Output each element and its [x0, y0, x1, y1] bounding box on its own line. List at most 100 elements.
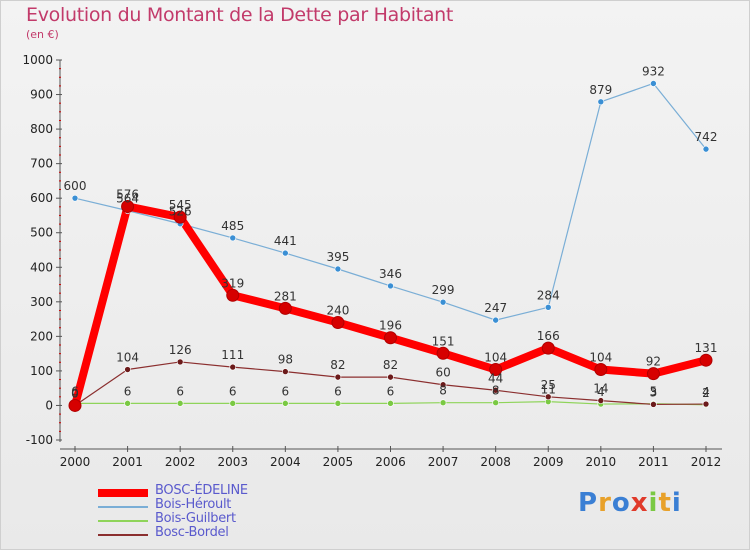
- y-tick-label: 200: [30, 329, 53, 343]
- data-label: 104: [116, 351, 139, 365]
- data-label: 4: [597, 385, 605, 399]
- logo-letter: i: [671, 488, 682, 518]
- data-label: 44: [488, 371, 503, 385]
- data-point: [436, 346, 450, 360]
- y-tick-label: 1000: [22, 53, 53, 67]
- y-tick-label: 700: [30, 157, 53, 171]
- data-point: [650, 80, 657, 87]
- x-tick-label: 2005: [323, 455, 354, 469]
- x-tick-label: 2009: [533, 455, 564, 469]
- data-label: 395: [326, 250, 349, 264]
- data-label: 8: [492, 384, 500, 398]
- y-tick-label: 800: [30, 122, 53, 136]
- data-point: [226, 288, 240, 302]
- legend-label: Bois-Guilbert: [155, 511, 236, 526]
- data-label: 151: [432, 334, 455, 348]
- data-point: [541, 341, 555, 355]
- data-point: [334, 400, 342, 407]
- data-label: 14: [593, 382, 608, 396]
- data-point: [646, 367, 660, 381]
- data-label: 485: [221, 219, 244, 233]
- data-label: 60: [435, 366, 450, 380]
- x-tick-label: 2003: [217, 455, 248, 469]
- y-tick-label: 600: [30, 191, 53, 205]
- data-label: 299: [432, 283, 455, 297]
- data-label: 0: [71, 386, 79, 400]
- data-label: 742: [695, 130, 718, 144]
- data-label: 104: [589, 351, 612, 365]
- x-tick-label: 2010: [586, 455, 617, 469]
- data-label: 6: [282, 384, 290, 398]
- legend-swatch: [98, 520, 148, 522]
- data-label: 196: [379, 319, 402, 333]
- data-label: 166: [537, 329, 560, 343]
- data-point: [702, 400, 710, 408]
- data-label: 545: [169, 198, 192, 212]
- x-tick-label: 2000: [60, 455, 91, 469]
- data-label: 11: [541, 383, 556, 397]
- data-point: [387, 400, 394, 407]
- data-point: [492, 399, 499, 406]
- logo-letter: x: [630, 488, 649, 518]
- data-label: 284: [537, 288, 560, 302]
- data-point: [229, 234, 237, 242]
- data-point: [699, 353, 713, 367]
- data-labels: 0 576 545 319 281 240 196 151 104 166 104 92 131 600 5…: [64, 64, 718, 400]
- logo-letter: r: [598, 488, 612, 518]
- data-point: [229, 363, 237, 371]
- data-label: 111: [221, 348, 244, 362]
- data-label: 82: [330, 358, 345, 372]
- y-tick-label: 900: [30, 88, 53, 102]
- data-point: [282, 249, 289, 257]
- data-point: [334, 265, 342, 273]
- y-tick-label: -100: [26, 433, 53, 447]
- data-point: [544, 304, 552, 311]
- legend-label: BOSC-ÉDELINE: [155, 483, 248, 498]
- data-label: 25: [541, 378, 556, 392]
- y-tick-label: 100: [30, 364, 53, 378]
- y-tick-label: 0: [45, 398, 53, 412]
- data-label: 131: [695, 341, 718, 355]
- y-tick-label: 300: [30, 295, 53, 309]
- data-point: [544, 393, 552, 401]
- legend-swatch: [98, 489, 148, 497]
- y-tick-label: 500: [30, 226, 53, 240]
- data-label: 82: [383, 358, 398, 372]
- data-label: 319: [221, 276, 244, 290]
- proxiti-logo: Proxiti: [578, 488, 682, 518]
- data-label: 879: [589, 83, 612, 97]
- x-tick-label: 2012: [691, 455, 722, 469]
- data-point: [492, 386, 499, 394]
- data-point: [334, 373, 342, 381]
- data-label: 4: [702, 385, 710, 399]
- data-point: [489, 363, 503, 377]
- legend-label: Bosc-Bordel: [155, 525, 229, 540]
- data-label: 6: [229, 384, 237, 398]
- data-point: [331, 316, 345, 330]
- data-point: [229, 400, 237, 407]
- data-point: [384, 331, 397, 345]
- data-label: 6: [387, 384, 395, 398]
- data-label: 3: [650, 385, 658, 399]
- data-point: [702, 145, 710, 153]
- data-label: 526: [169, 205, 192, 219]
- x-tick-label: 2011: [638, 455, 669, 469]
- data-label: 2: [702, 386, 710, 400]
- data-label: 281: [274, 289, 297, 303]
- legend-swatch: [98, 534, 148, 536]
- data-label: 8: [439, 384, 447, 398]
- data-label: 6: [334, 384, 342, 398]
- data-label: 247: [484, 301, 507, 315]
- data-label: 6: [176, 384, 184, 398]
- data-point: [282, 400, 289, 407]
- x-tick-label: 2008: [480, 455, 511, 469]
- x-tick-label: 2007: [428, 455, 459, 469]
- x-tick-label: 2004: [270, 455, 301, 469]
- chart-axes: -100010020030040050060070080090010002000…: [22, 53, 722, 469]
- data-point: [176, 358, 184, 366]
- data-label: 104: [484, 351, 507, 365]
- data-point: [124, 400, 131, 407]
- logo-letter: t: [658, 488, 672, 518]
